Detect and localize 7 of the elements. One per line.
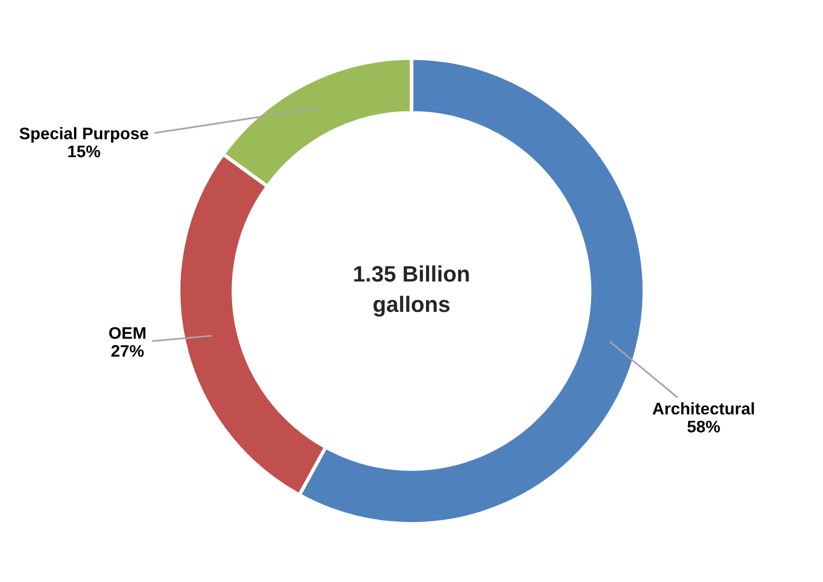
text: 1.35 Billion gallons (354, 265, 469, 317)
data-label: 58% (688, 420, 720, 432)
data-label: 27% (111, 345, 144, 357)
data-label: 15% (68, 146, 100, 158)
slice-label: Special Purpose (20, 127, 148, 143)
slice-label: OEM (109, 327, 146, 339)
slice-label: Architectural (652, 402, 754, 415)
